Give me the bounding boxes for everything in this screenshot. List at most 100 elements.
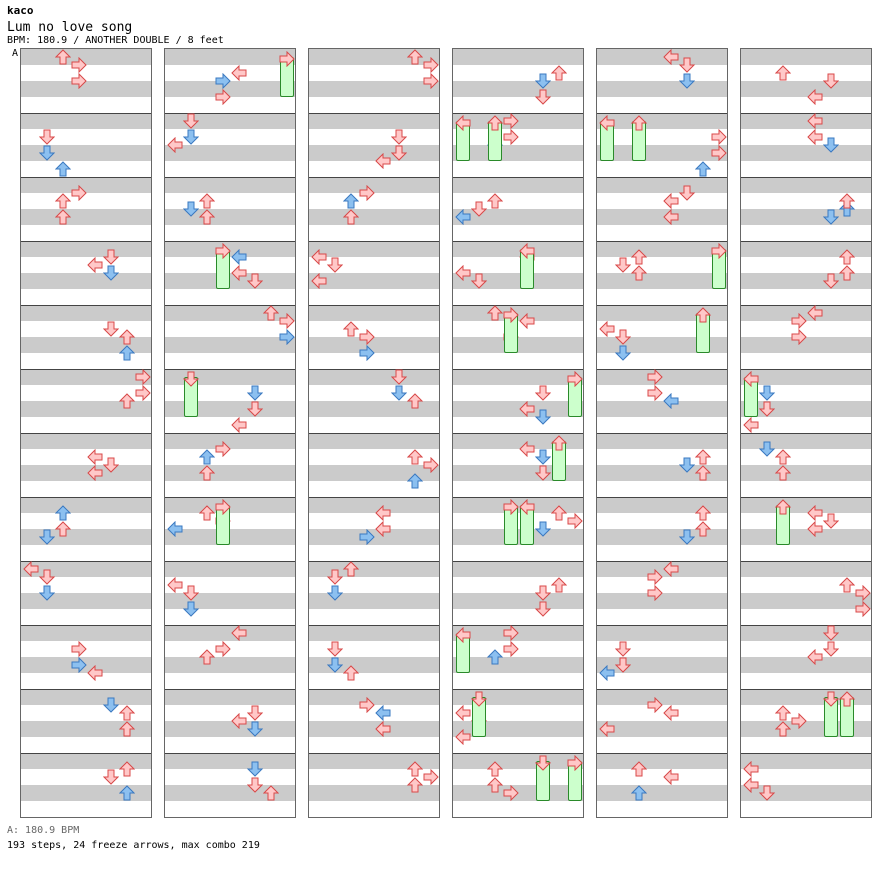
chart-column-4 [452,48,584,818]
step-arrow [487,649,503,665]
step-arrow [327,257,343,273]
step-arrow [55,193,71,209]
step-arrow [135,369,151,385]
step-arrow [215,441,231,457]
step-arrow [535,585,551,601]
step-arrow [119,329,135,345]
step-arrow [343,321,359,337]
step-arrow [167,521,183,537]
step-arrow [247,721,263,737]
measure-line [309,113,439,114]
step-arrow [551,505,567,521]
measure-line [741,177,871,178]
step-arrow [647,369,663,385]
step-arrow [775,721,791,737]
step-arrow [423,769,439,785]
step-arrow [103,249,119,265]
step-arrow [807,649,823,665]
measure-line [741,113,871,114]
measure-line [741,369,871,370]
chart-stats: 193 steps, 24 freeze arrows, max combo 2… [7,840,260,851]
measure-line [597,305,727,306]
measure-line [165,433,295,434]
freeze-arrow-head [503,307,519,323]
step-arrow [823,209,839,225]
measure-line [309,561,439,562]
freeze-arrow-head [823,691,839,707]
step-arrow [855,601,871,617]
step-arrow [647,569,663,585]
step-arrow [407,473,423,489]
chart-column-5 [596,48,728,818]
step-arrow [471,273,487,289]
step-arrow [599,721,615,737]
song-artist: kaco [7,4,34,17]
step-arrow [503,113,519,129]
step-arrow [263,305,279,321]
step-arrow [695,505,711,521]
step-arrow [775,65,791,81]
step-arrow [455,729,471,745]
measure-line [597,369,727,370]
step-arrow [679,73,695,89]
step-arrow [807,521,823,537]
measure-line [165,369,295,370]
measure-line [741,305,871,306]
step-arrow [87,465,103,481]
step-arrow [407,49,423,65]
step-arrow [311,273,327,289]
step-arrow [247,777,263,793]
step-arrow [375,505,391,521]
measure-line [309,753,439,754]
measure-line [21,625,151,626]
step-arrow [423,457,439,473]
step-arrow [807,113,823,129]
step-arrow [535,465,551,481]
step-arrow [743,417,759,433]
step-arrow [535,73,551,89]
step-arrow [535,409,551,425]
step-arrow [535,449,551,465]
step-arrow [823,273,839,289]
step-arrow [759,385,775,401]
step-arrow [823,641,839,657]
measure-line [21,369,151,370]
freeze-arrow-head [711,243,727,259]
step-arrow [663,705,679,721]
step-arrow [775,465,791,481]
measure-line [453,561,583,562]
step-arrow [247,401,263,417]
step-arrow [407,777,423,793]
measure-line [21,561,151,562]
step-arrow [695,161,711,177]
step-arrow [375,521,391,537]
step-arrow [695,465,711,481]
freeze-arrow-head [567,755,583,771]
measure-line [309,241,439,242]
measure-line [165,689,295,690]
measure-line [741,433,871,434]
step-arrow [519,313,535,329]
freeze-arrow-head [279,51,295,67]
measure-line [309,689,439,690]
measure-line [597,241,727,242]
measure-line [597,433,727,434]
step-arrow [407,761,423,777]
measure-line [453,497,583,498]
freeze-arrow-head [839,691,855,707]
step-arrow [647,385,663,401]
step-arrow [119,393,135,409]
step-arrow [327,585,343,601]
freeze-arrow-head [695,307,711,323]
step-arrow [647,585,663,601]
step-arrow [167,137,183,153]
step-arrow [279,313,295,329]
measure-line [453,369,583,370]
measure-line [597,561,727,562]
step-arrow [455,265,471,281]
measure-line [165,177,295,178]
step-arrow [679,57,695,73]
step-arrow [551,65,567,81]
step-arrow [215,641,231,657]
measure-line [165,625,295,626]
